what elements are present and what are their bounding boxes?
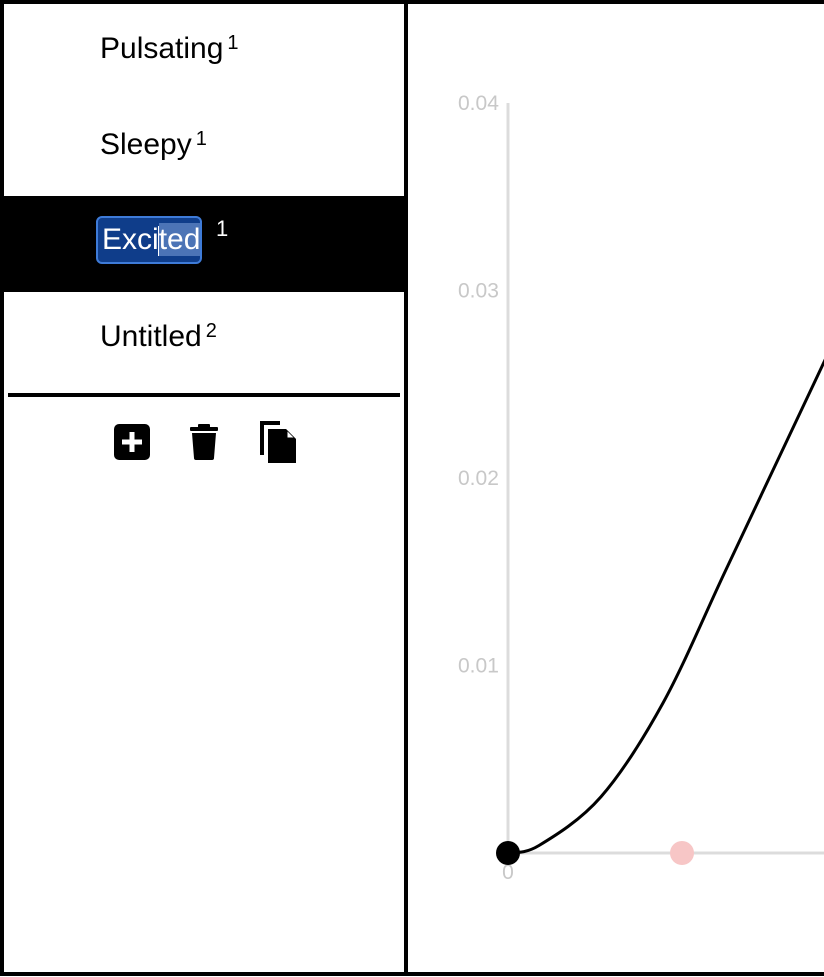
list-item-count: 1	[195, 128, 207, 150]
window-border-left	[0, 0, 4, 976]
list-item-label: Sleepy 1	[100, 128, 207, 161]
list-item-count: 2	[205, 320, 217, 342]
add-button[interactable]	[110, 418, 154, 466]
copy-icon	[260, 421, 296, 463]
pane-divider[interactable]	[404, 0, 408, 976]
y-tick-label: 0.03	[458, 280, 499, 303]
y-tick-label: 0.04	[458, 92, 499, 115]
rename-input[interactable]: Excited	[96, 216, 202, 264]
series-line	[507, 358, 824, 855]
curve-chart[interactable]: 0.04 0.03 0.02 0.01 0	[408, 4, 824, 972]
y-tick-label: 0.01	[458, 655, 499, 678]
delete-button[interactable]	[182, 418, 226, 466]
start-control-point[interactable]	[496, 841, 520, 865]
trash-icon	[190, 424, 218, 460]
rename-input-unselected: Exci	[102, 223, 159, 256]
list-item-label: Pulsating 1	[100, 32, 239, 65]
curve-editor-canvas[interactable]: 0.04 0.03 0.02 0.01 0	[408, 4, 824, 972]
window-border-top	[0, 0, 824, 4]
y-tick-label: 0.02	[458, 467, 499, 490]
rename-input-selection: ted	[158, 223, 201, 256]
list-item-excited[interactable]: Excited 1	[4, 196, 404, 292]
list-toolbar	[4, 418, 404, 468]
list-item-count: 1	[216, 216, 229, 241]
window-border-bottom	[0, 972, 824, 976]
ghost-control-point	[670, 841, 694, 865]
duplicate-button[interactable]	[256, 418, 300, 466]
list-divider	[8, 393, 400, 397]
animation-list-sidebar: Pulsating 1 Sleepy 1 Excited 1 Untitled 2	[4, 4, 404, 972]
list-item-sleepy[interactable]: Sleepy 1	[4, 100, 404, 196]
y-tick-label: 0	[502, 861, 514, 884]
list-item-count: 1	[227, 32, 239, 54]
list-item-untitled[interactable]: Untitled 2	[4, 292, 404, 388]
list-item-label: Untitled 2	[100, 320, 217, 353]
list-item-pulsating[interactable]: Pulsating 1	[4, 4, 404, 100]
plus-square-icon	[114, 424, 150, 460]
